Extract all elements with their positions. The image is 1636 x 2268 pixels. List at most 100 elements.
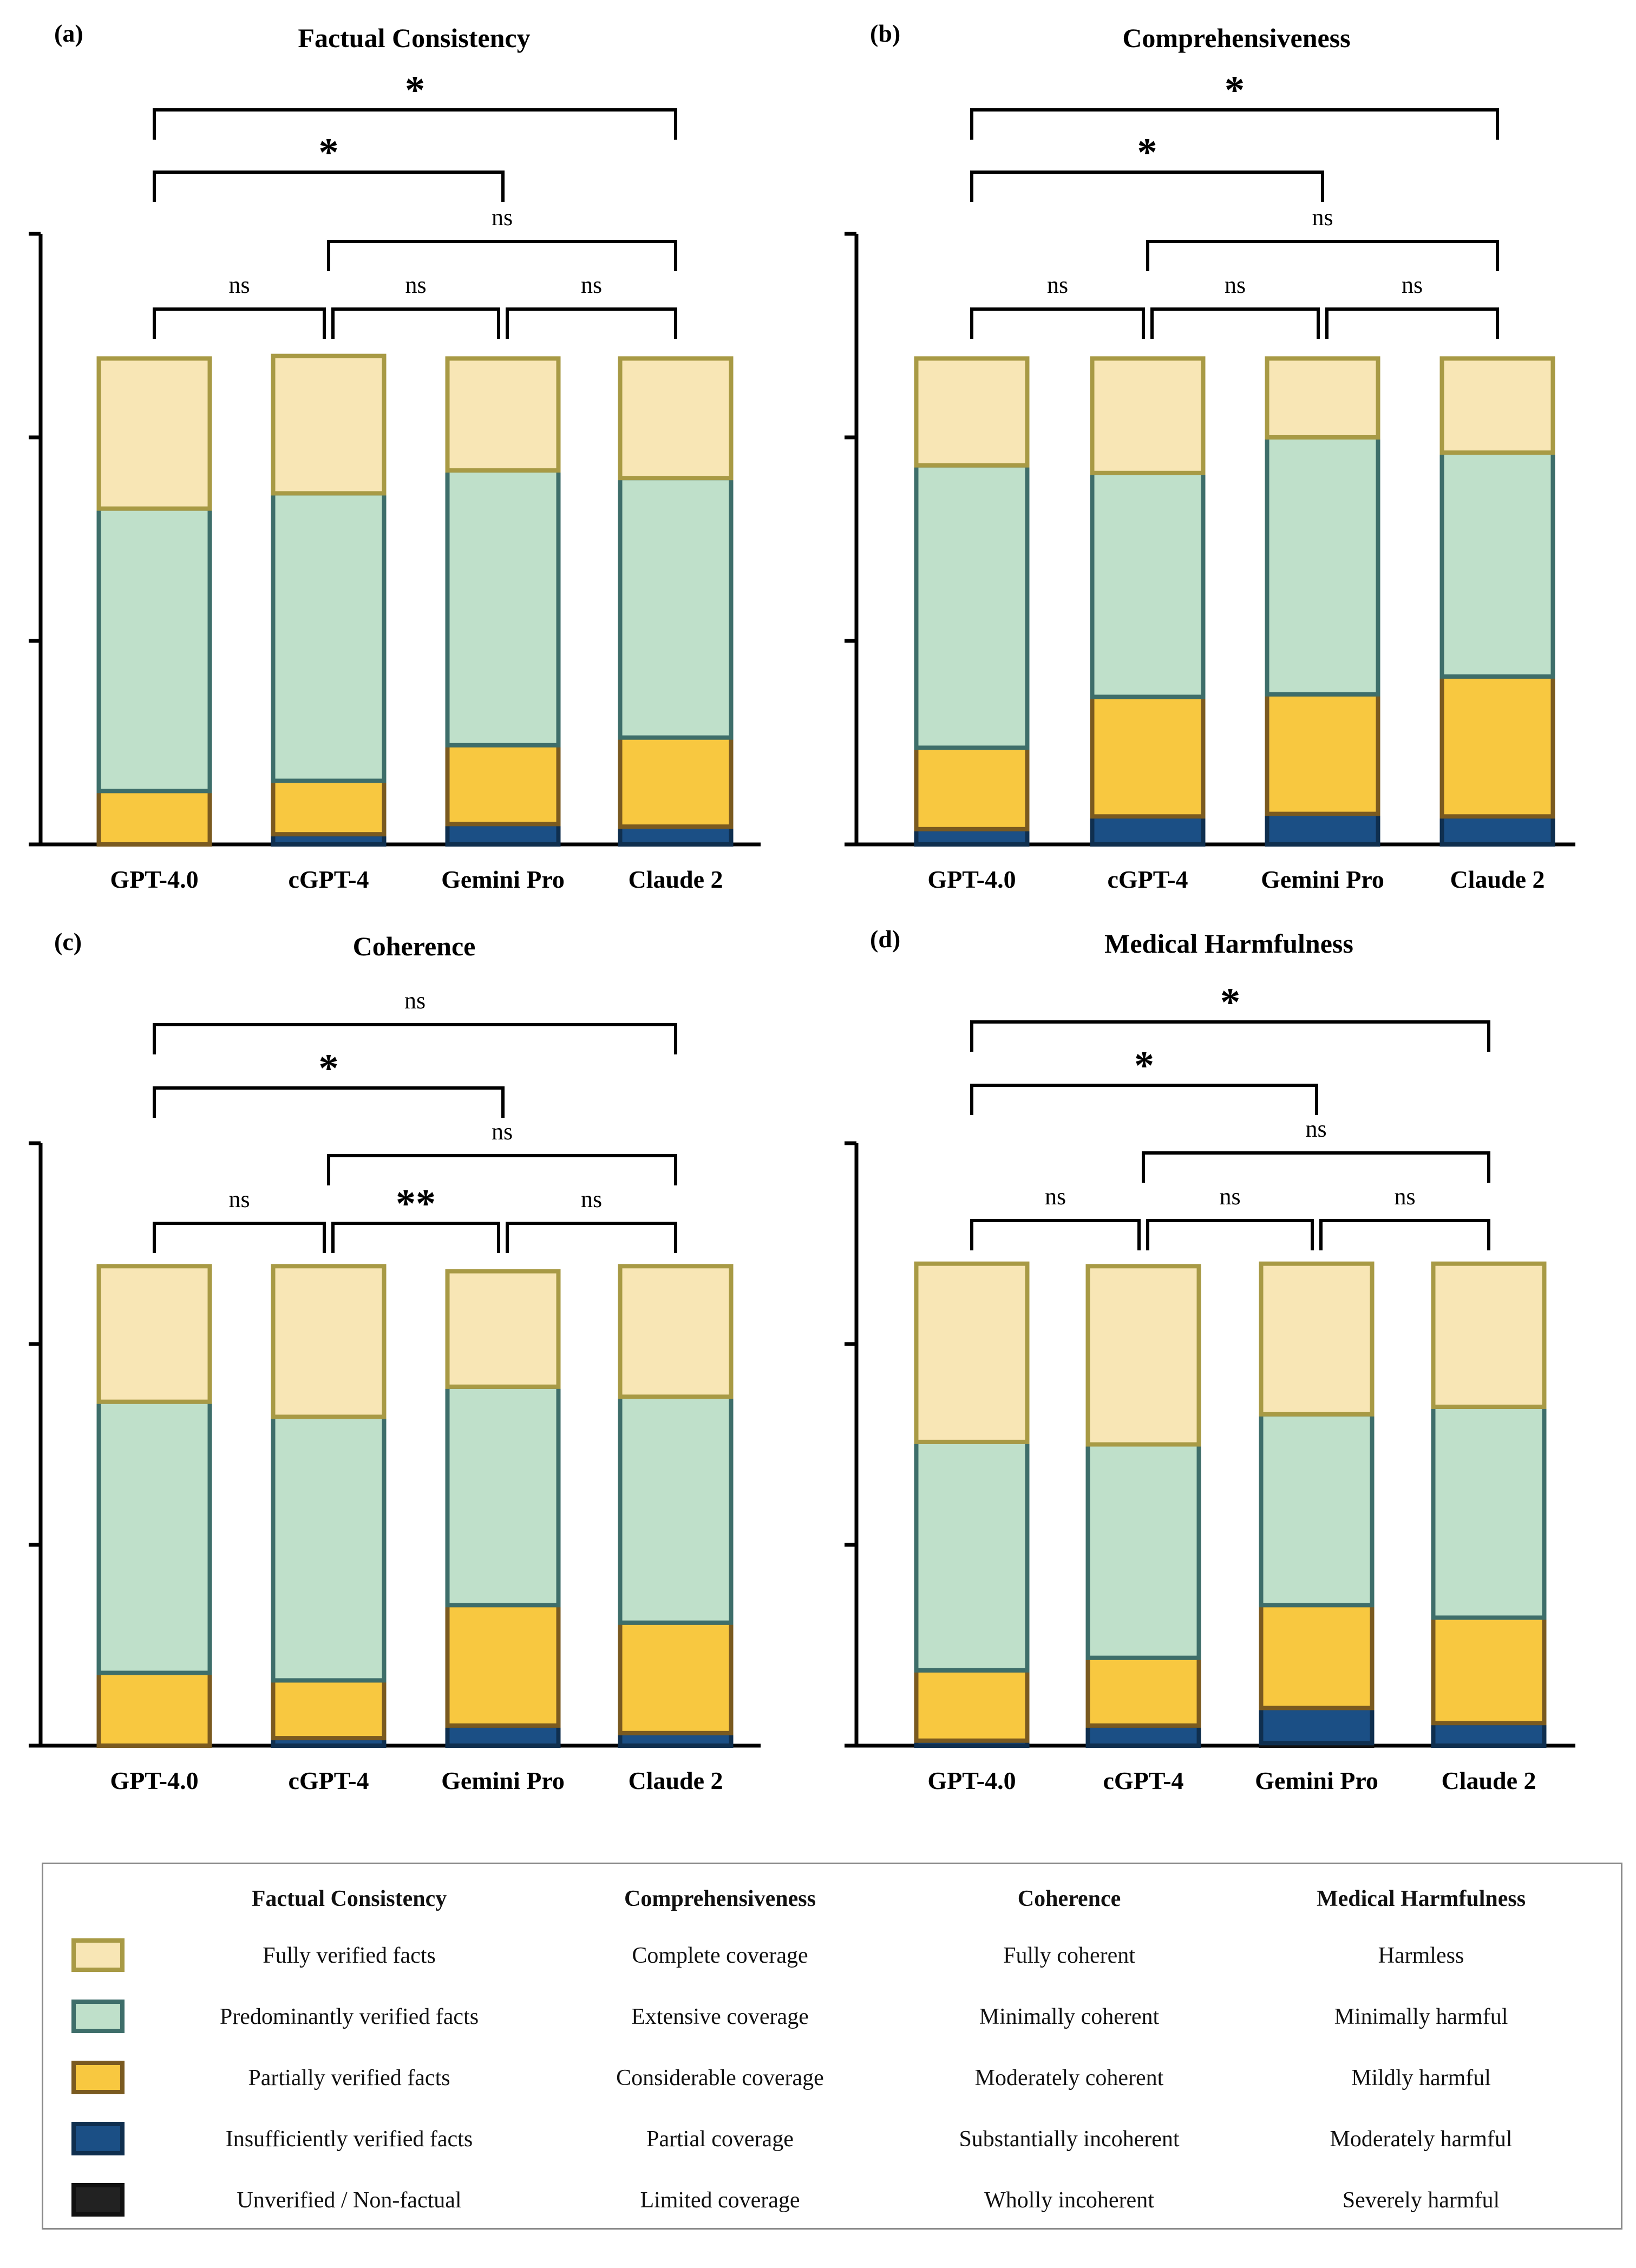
bar-segment (271, 353, 387, 496)
bar-segment (914, 356, 1030, 468)
panel-label: (c) (54, 928, 82, 955)
significance-bracket (153, 1023, 677, 1054)
bar-segment (1085, 1723, 1201, 1748)
significance-label: ns (1312, 204, 1333, 231)
bar-segment (1085, 1264, 1201, 1447)
bar-segment (1085, 1655, 1201, 1728)
x-tick-label: Gemini Pro (441, 866, 565, 893)
significance-bracket (153, 171, 505, 202)
legend-entry: Wholly incoherent (984, 2188, 1154, 2213)
x-tick-label: Gemini Pro (1255, 1767, 1378, 1794)
bar-segment (1265, 692, 1380, 816)
x-tick-label: cGPT-4 (1107, 866, 1188, 893)
bar-segment (914, 745, 1030, 831)
bar-segment (271, 491, 387, 783)
legend-entry: Severely harmful (1342, 2188, 1500, 2213)
chart-title: Comprehensiveness (1122, 23, 1350, 53)
bar-segment (96, 506, 212, 794)
bar-segment (445, 1384, 561, 1608)
significance-bracket (970, 171, 1324, 202)
significance-label: ns (1305, 1116, 1326, 1142)
significance-label: ns (492, 1118, 513, 1145)
bar-segment (914, 1439, 1030, 1673)
bar-segment (271, 1414, 387, 1683)
significance-label: ns (1047, 272, 1068, 298)
bar-segment (96, 789, 212, 847)
bar-segment (618, 476, 734, 740)
bar-segment (1431, 1404, 1547, 1620)
significance-bracket (1146, 1219, 1314, 1250)
significance-label: ns (1225, 272, 1246, 298)
x-tick-label: cGPT-4 (288, 1767, 369, 1794)
legend-entry: Moderately harmful (1330, 2127, 1513, 2152)
significance-bracket (506, 1222, 677, 1253)
significance-bracket (1150, 307, 1320, 339)
panel-label: (b) (870, 19, 900, 47)
bar-segment (914, 463, 1030, 750)
bar-segment (445, 1603, 561, 1728)
x-tick-label: Claude 2 (1450, 866, 1545, 893)
significance-bracket (970, 1084, 1318, 1115)
bar-segment (445, 1269, 561, 1389)
x-tick-label: Claude 2 (628, 1767, 723, 1794)
significance-label: ns (228, 1186, 250, 1212)
legend-entry: Limited coverage (640, 2188, 800, 2213)
x-tick-label: Gemini Pro (441, 1767, 565, 1794)
significance-bracket (970, 108, 1499, 140)
significance-label: * (1137, 130, 1157, 175)
legend-entry: Harmless (1378, 1943, 1464, 1968)
bar-segment (1439, 674, 1555, 819)
panel-label: (d) (870, 925, 900, 953)
legend-header-coherence: Coherence (1017, 1886, 1121, 1911)
bar-segment (1259, 1603, 1375, 1710)
significance-label: ns (581, 272, 602, 298)
legend-entry: Fully coherent (1003, 1943, 1135, 1968)
significance-label: * (319, 1046, 339, 1091)
significance-bracket (331, 307, 500, 339)
significance-label: ** (396, 1182, 436, 1226)
significance-bracket (1325, 307, 1499, 339)
legend-entry: Complete coverage (632, 1943, 808, 1968)
legend-swatch (71, 2000, 125, 2033)
bar-segment (618, 735, 734, 829)
legend-swatch (71, 2061, 125, 2094)
bar-segment (618, 1264, 734, 1399)
legend-entry: Predominantly verified facts (219, 2004, 479, 2029)
legend-box: Factual Consistency Comprehensiveness Co… (42, 1863, 1622, 2230)
significance-bracket (970, 1219, 1141, 1250)
chart-title: Coherence (353, 931, 476, 961)
legend-swatch (71, 2122, 125, 2155)
bar-segment (618, 824, 734, 847)
significance-bracket (327, 240, 677, 271)
significance-label: * (319, 130, 339, 175)
legend-entry: Moderately coherent (974, 2066, 1164, 2090)
legend-swatch (71, 2183, 125, 2217)
bar-segment (618, 1394, 734, 1625)
legend-entry: Partially verified facts (248, 2066, 450, 2090)
significance-label: ns (581, 1186, 602, 1212)
bar-segment (271, 1678, 387, 1741)
significance-label: * (405, 68, 425, 113)
bar-segment (1090, 694, 1206, 819)
bar-segment (1259, 1706, 1375, 1746)
significance-label: ns (1045, 1183, 1066, 1210)
bar-segment (1259, 1412, 1375, 1608)
panel-label: (a) (54, 19, 83, 47)
bar-segment (1265, 811, 1380, 847)
legend-entry: Fully verified facts (263, 1943, 436, 1968)
bar-segment (1431, 1721, 1547, 1748)
bar-segment (445, 1723, 561, 1748)
x-tick-label: GPT-4.0 (110, 1767, 198, 1794)
significance-label: ns (405, 272, 426, 298)
legend-entry: Partial coverage (646, 2127, 794, 2152)
charts-figure: (a) Factual Consistency GPT-4.0 cGPT-4 Gemin… (29, 19, 1575, 1794)
bar-segment (271, 1264, 387, 1419)
x-tick-label: Claude 2 (628, 866, 723, 893)
significance-bracket (327, 1154, 677, 1185)
significance-bracket (331, 1222, 500, 1253)
x-tick-label: GPT-4.0 (110, 866, 198, 893)
legend-entry: Insufficiently verified facts (225, 2127, 473, 2152)
bar-segment (96, 356, 212, 511)
legend-entry: Unverified / Non-factual (237, 2188, 462, 2213)
significance-bracket (506, 307, 677, 339)
